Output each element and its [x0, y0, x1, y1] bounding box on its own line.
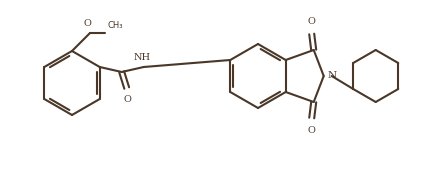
Text: O: O	[308, 17, 316, 26]
Text: N: N	[328, 71, 337, 81]
Text: O: O	[124, 95, 132, 104]
Text: NH: NH	[133, 53, 150, 62]
Text: O: O	[308, 126, 316, 135]
Text: O: O	[83, 19, 91, 28]
Text: CH₃: CH₃	[107, 21, 122, 30]
